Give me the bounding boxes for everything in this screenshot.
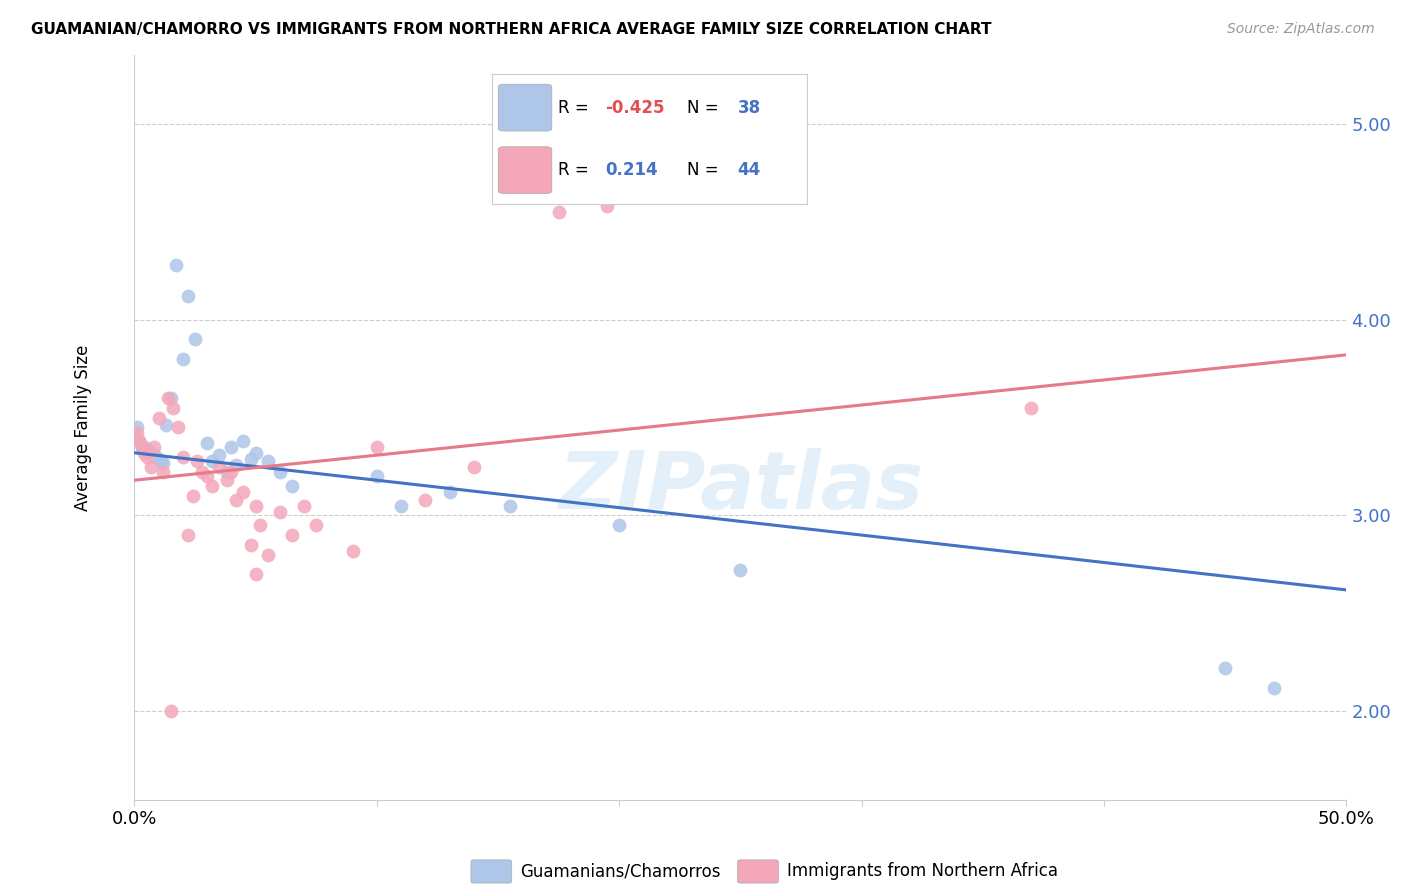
Point: [560, 176, 582, 190]
Point: [128, 434, 150, 448]
Point: [249, 518, 271, 533]
Point: [1019, 401, 1042, 415]
Point: [245, 499, 267, 513]
Point: [159, 705, 181, 719]
Point: [132, 446, 155, 460]
Point: [135, 442, 157, 456]
Point: [159, 391, 181, 405]
Point: [1213, 661, 1236, 675]
Point: [232, 434, 254, 448]
Point: [256, 453, 278, 467]
Point: [305, 518, 328, 533]
Text: ZIPatlas: ZIPatlas: [558, 448, 922, 526]
Point: [201, 479, 224, 493]
Point: [184, 332, 207, 346]
Point: [172, 450, 194, 464]
Point: [145, 450, 167, 464]
Point: [596, 199, 619, 213]
Text: Source: ZipAtlas.com: Source: ZipAtlas.com: [1227, 22, 1375, 37]
Point: [186, 453, 208, 467]
Text: Immigrants from Northern Africa: Immigrants from Northern Africa: [787, 863, 1057, 880]
Point: [195, 436, 218, 450]
Point: [239, 451, 262, 466]
Point: [366, 440, 388, 454]
Point: [281, 479, 304, 493]
Point: [245, 446, 267, 460]
Point: [167, 420, 190, 434]
Point: [232, 485, 254, 500]
Point: [177, 289, 200, 303]
Point: [150, 453, 173, 467]
Point: [148, 451, 170, 466]
Point: [547, 205, 569, 219]
Point: [730, 563, 752, 577]
Point: [155, 418, 177, 433]
Point: [141, 459, 163, 474]
Point: [389, 499, 412, 513]
Point: [269, 505, 291, 519]
Point: [152, 466, 174, 480]
Point: [128, 434, 150, 448]
Point: [181, 489, 204, 503]
Point: [138, 443, 160, 458]
Point: [221, 440, 243, 454]
Point: [162, 401, 184, 415]
Point: [208, 459, 231, 474]
Point: [239, 538, 262, 552]
Point: [172, 351, 194, 366]
Point: [1263, 681, 1285, 695]
Point: [245, 567, 267, 582]
Point: [152, 456, 174, 470]
Point: [607, 518, 630, 533]
Point: [215, 466, 238, 480]
Point: [499, 499, 522, 513]
Point: [165, 258, 187, 272]
Point: [132, 440, 155, 454]
Point: [177, 528, 200, 542]
Point: [523, 156, 546, 170]
Y-axis label: Average Family Size: Average Family Size: [75, 344, 91, 510]
Point: [510, 186, 533, 200]
Point: [292, 499, 315, 513]
Point: [413, 492, 436, 507]
Point: [225, 492, 247, 507]
Point: [269, 466, 291, 480]
Point: [141, 446, 163, 460]
Text: Guamanians/Chamorros: Guamanians/Chamorros: [520, 863, 721, 880]
Point: [256, 548, 278, 562]
Point: [191, 466, 214, 480]
Point: [201, 453, 224, 467]
Point: [281, 528, 304, 542]
Text: GUAMANIAN/CHAMORRO VS IMMIGRANTS FROM NORTHERN AFRICA AVERAGE FAMILY SIZE CORREL: GUAMANIAN/CHAMORRO VS IMMIGRANTS FROM NO…: [31, 22, 991, 37]
Point: [342, 543, 364, 558]
Point: [125, 420, 148, 434]
Point: [131, 440, 153, 454]
Point: [125, 426, 148, 441]
Point: [131, 440, 153, 454]
Point: [215, 473, 238, 487]
Point: [142, 448, 165, 462]
Point: [366, 469, 388, 483]
Point: [148, 410, 170, 425]
Point: [463, 459, 485, 474]
Point: [195, 469, 218, 483]
Point: [439, 485, 461, 500]
Point: [157, 391, 180, 405]
Point: [208, 448, 231, 462]
Point: [225, 458, 247, 472]
Point: [142, 440, 165, 454]
Point: [135, 450, 157, 464]
Point: [221, 466, 243, 480]
